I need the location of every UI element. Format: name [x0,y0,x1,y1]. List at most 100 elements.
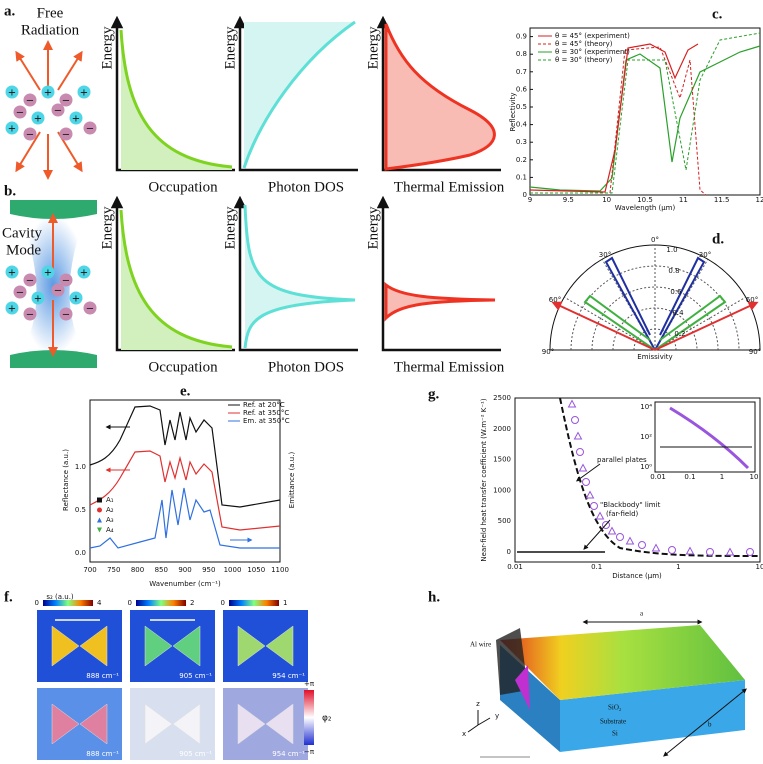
image-tile [130,610,215,682]
point [576,448,584,456]
charge-sign: − [16,108,24,119]
point [651,543,661,552]
bowtie [51,703,108,745]
inset-y-tick: 10² [640,433,652,441]
panel-d: d. 90° 60° 30° 0° 30° 60° 90° 1.0 0.8 0.6 0.4 0.2 E… [542,231,761,361]
point [590,502,598,510]
y-axis-label: Energy [222,26,238,70]
panel-g: g. parallel plates "Blackbody" limit (fa… [428,386,763,580]
y-axis-label: Energy [365,26,381,70]
annotation: parallel plates [597,456,647,464]
x-tick-label: 9 [528,196,532,204]
wavenumber-label: 954 cm⁻¹ [272,672,305,680]
charge [59,273,73,287]
colorbar [229,600,279,606]
charge-sign: − [62,310,70,321]
point [706,548,714,556]
colorbar-tick: 1 [283,599,287,607]
panel-a: a. Free Radiation +−+−+−+−++− −− EnergyOc… [4,3,505,195]
point [638,541,646,549]
y-tick-label: 0.6 [516,85,528,93]
x-tick-label: 900 [178,566,191,574]
charge [13,105,27,119]
charge-sign: + [8,268,16,279]
x-tick-label: 10.5 [637,196,653,204]
axis-label: Emissivity [637,353,672,361]
curve [89,405,281,508]
y2-axis-label: Emittance (a.u.) [288,452,296,509]
fit-curve [559,397,761,557]
point [567,399,577,408]
point [625,536,635,545]
point [582,478,590,486]
panel-label: c. [712,6,723,22]
charge-sign: − [26,276,34,287]
x-tick-label: 11.5 [714,196,730,204]
angle-label: 90° [542,348,554,356]
charge [77,85,91,99]
charges: +−+−+−+−++− −− [5,265,97,321]
colorbar-tick: 0 [221,599,225,607]
colorbar-title: s₂ (a.u.) [46,593,74,601]
point [668,546,676,554]
charge [69,111,83,125]
legend-label: θ = 30° (theory) [555,56,613,64]
wavenumber-label: 888 cm⁻¹ [86,750,119,758]
x-tick-label: 1000 [224,566,242,574]
legend-marker [97,517,102,523]
legend-label: θ = 45° (experiment) [555,32,630,40]
panel-f: f. 0 4 888 cm⁻¹ 888 cm⁻¹ 0 2 905 cm⁻¹ 905 cm⁻¹ 0… [4,589,332,760]
charge [5,301,19,315]
inset-x-tick: 1 [720,473,724,481]
legend-marker [97,507,102,513]
charge-sign: + [80,268,88,279]
bowtie [237,703,294,745]
axis-name: z [476,700,480,708]
charge-sign: − [62,96,70,107]
y-tick-label: 0.8 [516,50,527,58]
angle-label: 30° [699,251,711,259]
x-tick-label: 850 [155,566,168,574]
wavenumber-label: 905 cm⁻¹ [179,672,212,680]
y-tick-label: 0 [507,548,511,556]
inset-points [669,406,750,470]
point [616,533,624,541]
substrate-label: Si [612,730,618,738]
charge [77,265,91,279]
radial-label: 0.2 [674,330,685,338]
point [573,431,583,440]
charge [51,103,65,117]
y-tick-label: 0 [523,191,527,199]
legend-label: Em. at 350°C [243,417,290,425]
arrow [575,463,601,482]
occupation-curve [119,209,233,349]
angle-label: 0° [651,236,659,244]
x-axis-label: Occupation [148,179,218,195]
charge [83,301,97,315]
charge-sign: + [72,114,80,125]
y-axis-label: Energy [99,206,115,250]
x-tick-label: 0.01 [507,563,523,571]
point [595,511,605,520]
point [585,490,595,499]
wavenumber-label: 888 cm⁻¹ [86,672,119,680]
image-tile [223,610,308,682]
x-tick-label: 1050 [247,566,265,574]
legend-label: θ = 45° (theory) [555,40,613,48]
charge [59,307,73,321]
plot-frame [529,27,761,196]
point [571,416,579,424]
bowtie [51,625,108,667]
charge [31,111,45,125]
charge-sign: + [8,304,16,315]
legend-label: Ref. at 20°C [243,401,285,409]
emission-curve [384,23,496,171]
oxide-label: SiO₂ [608,704,622,712]
panel-label: b. [4,183,16,199]
charge-sign: − [16,288,24,299]
annotation: "Blackbody" limit [600,501,661,509]
legend-label: θ = 30° (experiment) [555,48,630,56]
y-tick-label: 0.1 [516,173,527,181]
x-axis-label: Thermal Emission [394,359,505,375]
colorbar-tick: 0 [35,599,39,607]
